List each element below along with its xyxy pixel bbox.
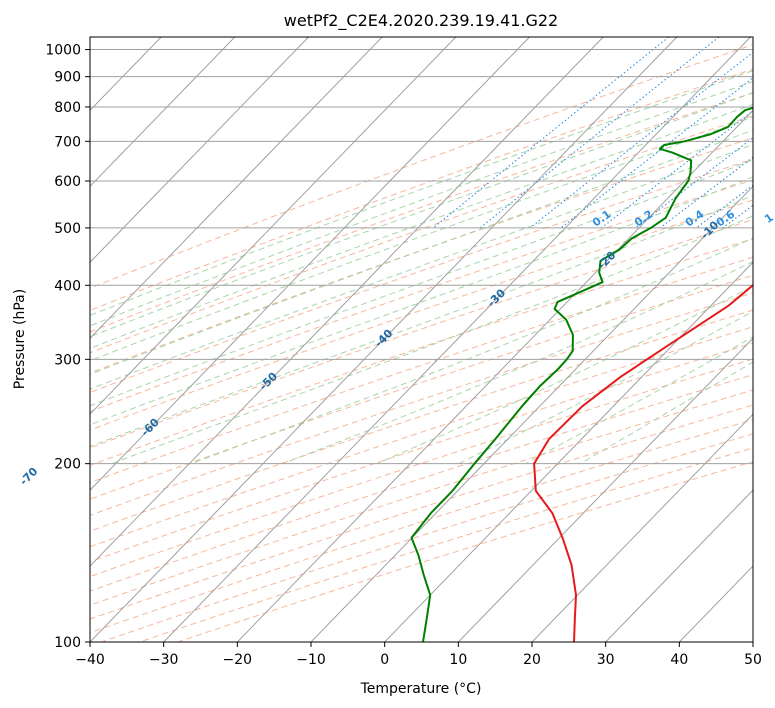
y-tick-label: 800 [54, 100, 81, 116]
isotherm-line [163, 37, 751, 642]
moist-adiabat [90, 129, 753, 375]
x-axis-ticks: −40 −30 −20 −10 0 10 20 30 40 50 [75, 642, 762, 668]
mixing-ratio-line [601, 110, 753, 229]
moist-adiabat [90, 176, 753, 426]
moist-adiabat [90, 70, 753, 316]
dry-adiabat [101, 433, 753, 642]
dry-adiabat [90, 419, 753, 634]
isotherm-line [90, 37, 236, 188]
x-tick-label: 40 [670, 652, 688, 668]
dry-adiabat [90, 389, 753, 606]
y-axis-ticks: 1000 900 800 700 600 500 400 300 200 100 [45, 43, 90, 651]
x-tick-label: 50 [744, 652, 762, 668]
isotherm-line [605, 489, 753, 642]
y-tick-label: 200 [54, 457, 81, 473]
isotherm-line [90, 37, 604, 567]
x-tick-label: −30 [149, 652, 179, 668]
x-tick-label: 20 [523, 652, 541, 668]
x-axis-label: Temperature (°C) [360, 681, 482, 697]
mixing-ratio-line [659, 156, 753, 229]
mixing-ratio-label: 1 [762, 211, 775, 226]
x-tick-label: −20 [223, 652, 253, 668]
y-tick-label: 100 [54, 635, 81, 651]
x-tick-label: −40 [75, 652, 105, 668]
y-axis-label: Pressure (hPa) [12, 289, 28, 389]
x-tick-label: 0 [380, 652, 389, 668]
isotherm-line [90, 37, 678, 642]
isotherm-line [752, 641, 753, 642]
plot-frame [89, 36, 754, 643]
moist-adiabat [111, 215, 753, 465]
background-lines [90, 37, 775, 642]
isotherm-line [457, 337, 753, 642]
moist-adiabat [282, 260, 753, 465]
moist-adiabat [190, 237, 753, 465]
moist-adiabat [90, 143, 753, 390]
moist-adiabat [376, 285, 753, 465]
moist-adiabat [90, 195, 753, 447]
dry-adiabat [90, 92, 753, 333]
x-tick-label: 10 [449, 652, 467, 668]
y-tick-label: 500 [54, 221, 81, 237]
isotherm-label: -70 [17, 465, 40, 488]
dry-adiabat [90, 309, 753, 532]
dry-adiabat [90, 326, 753, 548]
mixing-ratio-line [762, 37, 775, 228]
isotherm-line [310, 185, 753, 642]
y-tick-label: 700 [54, 134, 81, 150]
y-tick-label: 300 [54, 352, 81, 368]
isotherm-line [90, 37, 457, 415]
y-tick-label: 1000 [45, 43, 81, 59]
dry-adiabat [90, 342, 753, 563]
isotherm-line [236, 109, 753, 642]
y-tick-label: 600 [54, 174, 81, 190]
isotherm-line [531, 413, 753, 642]
dewpoint-profile [410, 106, 753, 642]
moist-adiabat [90, 116, 753, 362]
temperature-profile [533, 283, 753, 642]
moist-adiabat [90, 92, 753, 338]
y-tick-label: 900 [54, 70, 81, 86]
moist-adiabat [458, 310, 753, 465]
mixing-ratio-line [634, 137, 753, 229]
mixing-ratio-line [432, 37, 670, 229]
dry-adiabat [90, 374, 753, 592]
y-tick-label: 400 [54, 278, 81, 294]
gridlines [90, 37, 753, 642]
x-tick-label: −10 [296, 652, 326, 668]
dry-adiabat [90, 404, 753, 620]
mixing-ratio-line [560, 77, 753, 229]
isotherm-line [90, 37, 309, 263]
isotherm-line [90, 37, 383, 339]
dry-adiabat [90, 358, 753, 578]
dry-adiabat [90, 68, 753, 311]
plot-background [90, 37, 753, 642]
sounding-profiles [410, 106, 753, 642]
x-tick-label: 30 [597, 652, 615, 668]
chart-title: wetPf2_C2E4.2020.239.19.41.G22 [284, 11, 558, 31]
isotherm-line [90, 37, 530, 491]
